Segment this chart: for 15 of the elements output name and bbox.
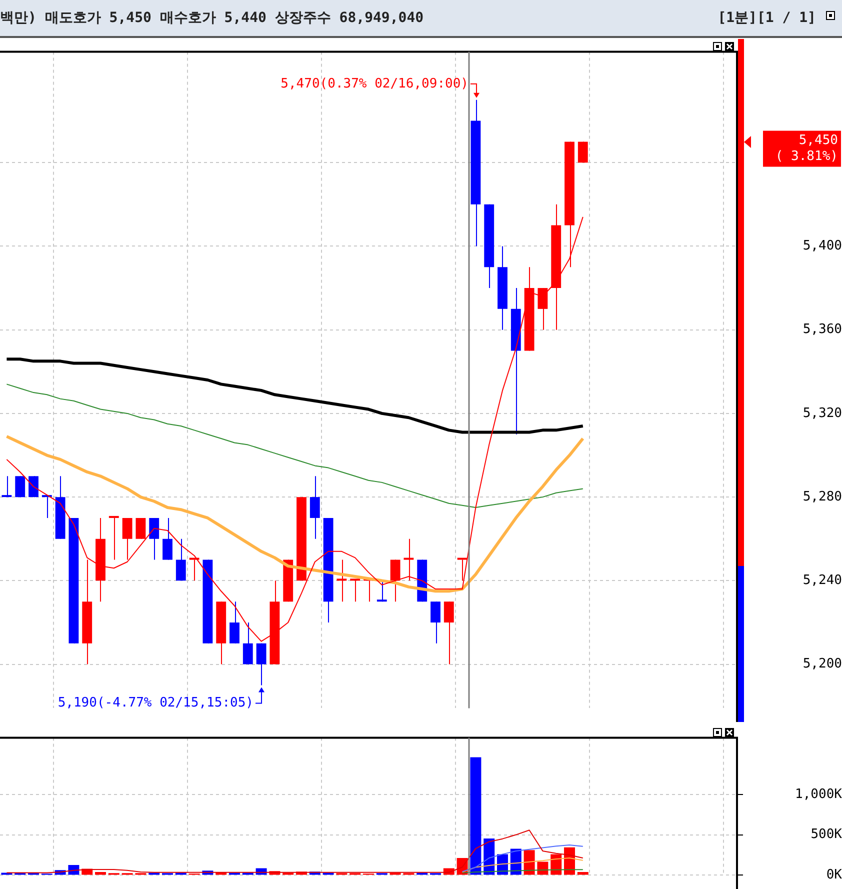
y-tick-label: 5,240: [802, 573, 842, 588]
annotation: 5,190(-4.77% 02/15,15:05): [58, 696, 254, 711]
y-tick-label: 0K: [826, 868, 842, 883]
y-tick-label: 5,280: [802, 489, 842, 504]
y-tick-label: 5,200: [802, 656, 842, 672]
text: 5,450: [798, 133, 838, 148]
y-tick-label: 5,360: [802, 322, 842, 338]
text: [1분][1 / 1]: [718, 9, 816, 27]
y-tick-label: 1,000K: [795, 786, 842, 802]
y-tick-label: 5,320: [802, 406, 842, 421]
annotation: 5,470(0.37% 02/16,09:00): [280, 76, 468, 92]
text: ( 3.81%): [775, 149, 838, 164]
y-tick-label: 5,400: [802, 238, 842, 254]
chart-title: 백만) 매도호가 5,450 매수호가 5,440 상장주수 68,949,040: [0, 9, 424, 27]
y-tick-label: 500K: [810, 827, 842, 842]
